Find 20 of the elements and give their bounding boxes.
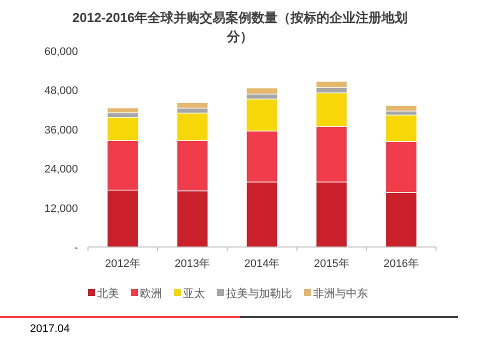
x-tick-label: 2016年 <box>383 258 419 270</box>
chart-title: 2012-2016年全球并购交易案例数量（按标的企业注册地划分） <box>71 9 409 46</box>
y-tick-label: 24,000 <box>44 164 78 176</box>
legend-label: 北美 <box>97 287 119 300</box>
y-tick-label: 36,000 <box>44 124 78 136</box>
x-tick-label: 2014年 <box>244 258 280 270</box>
y-tick-label: 60,000 <box>44 46 78 58</box>
y-tick-label: - <box>74 242 78 254</box>
y-tick-label: 12,000 <box>44 202 78 215</box>
bar <box>106 107 139 114</box>
y-tick-label: 48,000 <box>44 85 78 98</box>
bar <box>385 105 418 112</box>
text: 2017.04 <box>30 323 70 335</box>
x-tick-label: 2012年 <box>105 258 141 270</box>
legend-label: 欧洲 <box>140 287 162 300</box>
legend-label: 非洲与中东 <box>313 287 368 300</box>
legend-label: 拉美与加勒比 <box>226 287 292 300</box>
legend-label: 亚太 <box>183 287 205 300</box>
x-tick-label: 2013年 <box>174 258 210 270</box>
x-tick-label: 2015年 <box>314 258 350 270</box>
